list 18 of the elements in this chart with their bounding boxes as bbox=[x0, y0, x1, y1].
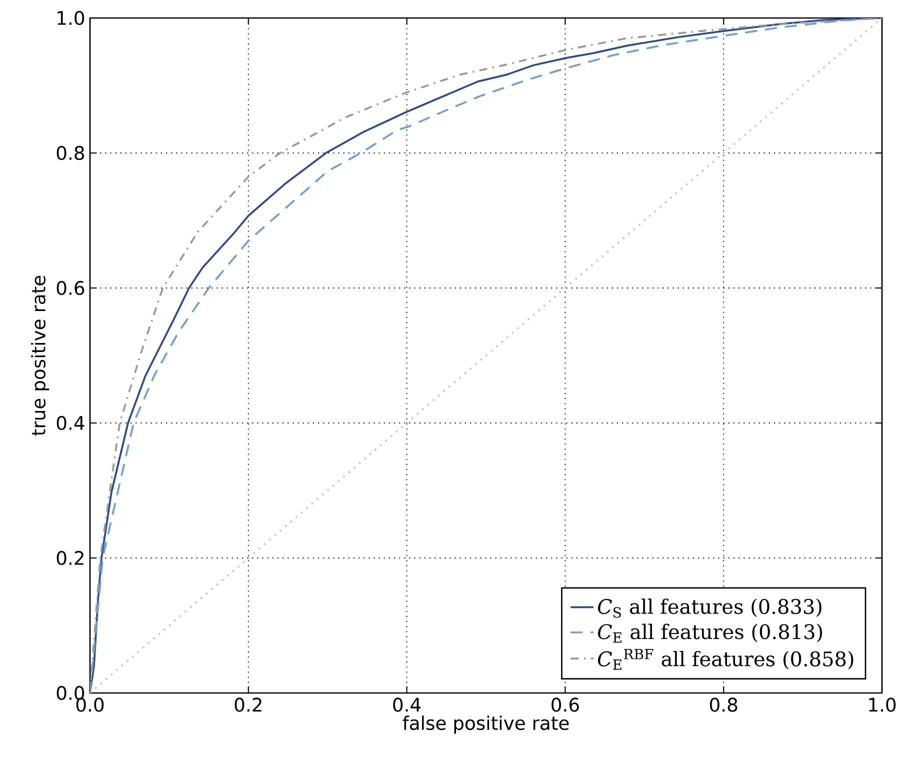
line-series bbox=[90, 18, 882, 693]
y-tick-label: 1.0 bbox=[58, 10, 84, 26]
x-axis-title: false positive rate bbox=[402, 716, 569, 734]
y-axis-title: true positive rate bbox=[31, 276, 50, 436]
x-tick-label: 0.6 bbox=[552, 698, 579, 712]
x-tick-label: 0.2 bbox=[234, 698, 262, 712]
legend-label: C$_{E}$ all features (0.813) bbox=[598, 624, 822, 643]
legend-label: C$_{S}$ all features (0.833) bbox=[598, 598, 822, 618]
y-tick-label: 0.4 bbox=[56, 416, 84, 430]
y-tick-label: 0.2 bbox=[56, 550, 84, 566]
x-tick-label: 0.4 bbox=[393, 698, 421, 712]
x-tick-label: 0.8 bbox=[710, 698, 738, 712]
legend-label: C$_{E}$$^{RBF}$ all features (0.858) bbox=[598, 648, 854, 670]
y-tick-label: 0.8 bbox=[56, 146, 84, 160]
y-tick-label: 0.0 bbox=[56, 686, 84, 700]
x-tick-label: 1.0 bbox=[869, 698, 896, 712]
x-tick-label: 0.0 bbox=[76, 698, 104, 712]
y-tick-label: 0.6 bbox=[56, 280, 84, 296]
